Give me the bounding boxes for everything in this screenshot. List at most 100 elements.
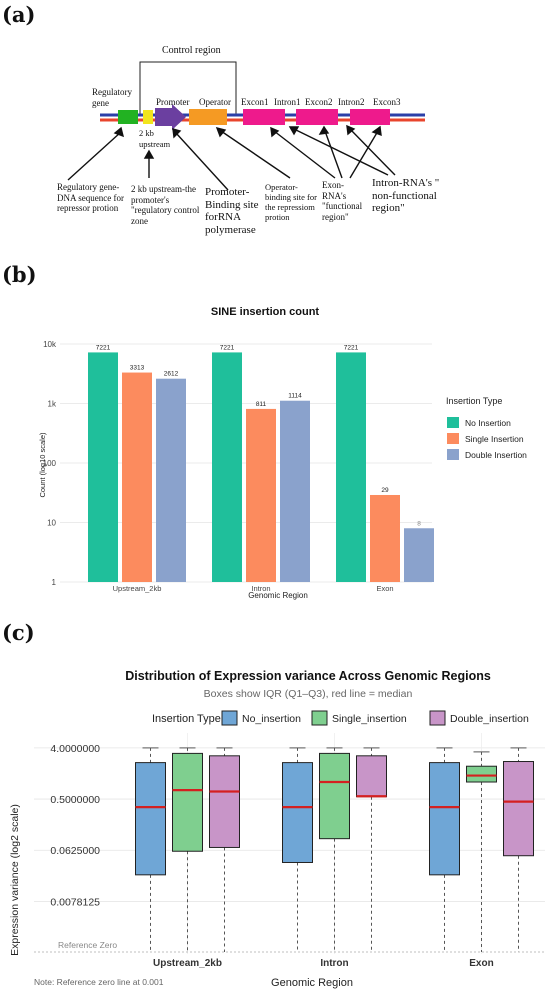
- expression-variance-chart: Distribution of Expression variance Acro…: [9, 669, 545, 989]
- legend-label: Double_insertion: [450, 713, 529, 725]
- y-tick-label: 4.0000000: [50, 743, 100, 755]
- y-tick-label: 1: [52, 578, 57, 587]
- chart-subtitle: Boxes show IQR (Q1–Q3), red line = media…: [204, 688, 413, 700]
- panel-a-label: (a): [2, 2, 36, 27]
- arrow-exon-1-head: [270, 126, 280, 138]
- bar: [336, 352, 366, 582]
- legend-swatch: [429, 710, 446, 726]
- x-tick-label: Exon: [376, 584, 393, 593]
- bar: [280, 400, 310, 582]
- box: [356, 755, 387, 798]
- regulatory-gene-label: Regulatory gene: [92, 87, 132, 108]
- arrow-exon-2: [324, 130, 343, 179]
- gene-diagram-svg: [67, 61, 425, 191]
- box: [282, 762, 313, 863]
- chart-note: Note: Reference zero line at 0.001: [34, 977, 164, 987]
- exon1-label: Excon1: [241, 97, 269, 107]
- bar: [122, 372, 152, 582]
- upstream-block: [143, 110, 153, 124]
- annotation-operator: Operator-binding site for the repressiom…: [265, 182, 317, 222]
- annotation-promoter: Promoter-Binding site forRNA polymerase: [205, 186, 259, 236]
- arrow-upstream-head: [143, 149, 155, 159]
- panel-b-label: (b): [2, 262, 37, 287]
- regulatory-gene-block: [118, 110, 138, 124]
- box: [319, 752, 350, 840]
- operator-label: Operator: [199, 97, 231, 107]
- y-tick-label: 0.5000000: [50, 794, 100, 806]
- arrow-operator-head: [215, 126, 227, 138]
- control-region-bracket: [139, 61, 237, 116]
- control-region-label: Control region: [162, 45, 221, 56]
- data-label: 7221: [96, 344, 111, 351]
- legend-swatch: [447, 433, 459, 444]
- arrow-promoter-head: [172, 128, 182, 139]
- operator-block: [189, 109, 227, 125]
- legend-swatch: [311, 710, 328, 726]
- chart-data-labels: 7221 3313 2612 7221 811 1114 7221 29 8: [96, 344, 421, 527]
- arrow-exon-2-head: [318, 125, 330, 135]
- y-axis-label: Count (log10 scale): [38, 432, 47, 498]
- arrow-promoter: [175, 132, 229, 191]
- arrow-exon-1: [273, 130, 336, 179]
- arrow-regulatory: [67, 131, 122, 181]
- arrow-intron-1-head: [288, 126, 300, 136]
- bar: [88, 352, 118, 582]
- intron1-label: Intron1: [274, 97, 301, 107]
- x-tick-label: Intron: [251, 584, 270, 593]
- legend-label: Double Insertion: [465, 450, 527, 460]
- chart-y-ticks: 1 10 100 1k 10k: [43, 340, 57, 587]
- exon1-block: [243, 109, 285, 125]
- chart-bars: [88, 352, 434, 582]
- arrow-regulatory-head: [113, 126, 125, 138]
- data-label: 29: [381, 487, 389, 494]
- bar: [212, 352, 242, 582]
- arrow-intron-1: [293, 128, 389, 176]
- bar: [246, 408, 276, 582]
- promoter-label: Promoter: [156, 97, 190, 107]
- y-tick-label: 100: [43, 459, 57, 468]
- chart-legend: Insertion Type No_insertion Single_insert…: [152, 710, 529, 726]
- annotation-intron: Intron-RNA's " non-functional region": [372, 177, 440, 214]
- exon3-block: [350, 109, 390, 125]
- data-label: 3313: [130, 365, 145, 372]
- promoter-arrow: [155, 104, 186, 130]
- box: [429, 762, 460, 876]
- data-label: 7221: [220, 344, 235, 351]
- legend-title: Insertion Type: [446, 396, 502, 406]
- bar: [370, 494, 400, 582]
- legend-label: No Insertion: [465, 418, 511, 428]
- legend-title: Insertion Type: [152, 713, 221, 725]
- legend-swatch: [447, 417, 459, 428]
- arrow-intron-2: [349, 128, 396, 176]
- data-label: 811: [256, 401, 267, 408]
- intron2-label: Intron2: [338, 97, 365, 107]
- x-tick-label: Upstream_2kb: [153, 958, 222, 969]
- reference-zero-label: Reference Zero: [58, 940, 117, 950]
- x-axis-label: Genomic Region: [248, 591, 308, 600]
- chart-x-ticks: Upstream_2kb Intron Exon: [113, 584, 394, 593]
- box: [135, 762, 166, 876]
- panel-c-label: (c): [2, 620, 35, 645]
- bar: [156, 378, 186, 582]
- chart-title: Distribution of Expression variance Acro…: [125, 669, 491, 683]
- annotation-regulatory: Regulatory gene-DNA sequence for repress…: [57, 182, 124, 213]
- legend-label: Single Insertion: [465, 434, 524, 444]
- y-tick-label: 1k: [48, 400, 57, 409]
- exon2-block: [296, 109, 338, 125]
- data-label: 8: [417, 520, 421, 527]
- y-tick-label: 0.0625000: [50, 845, 100, 857]
- insertion-count-chart: SINE insertion count 7221331326127221811…: [38, 306, 527, 600]
- arrow-exon-3: [349, 130, 379, 179]
- legend-swatch: [447, 449, 459, 460]
- legend-swatch: [221, 710, 238, 726]
- data-label: 2612: [164, 371, 179, 378]
- y-tick-label: 0.0078125: [50, 896, 100, 908]
- chart-x-ticks: Upstream_2kb Intron Exon: [153, 958, 494, 969]
- chart-boxes: [135, 747, 534, 952]
- x-tick-label: Exon: [469, 958, 493, 969]
- arrow-intron-2-head: [346, 124, 356, 136]
- box: [503, 761, 534, 857]
- reference-line: Reference Zero: [34, 940, 545, 953]
- data-label: 7221: [344, 344, 359, 351]
